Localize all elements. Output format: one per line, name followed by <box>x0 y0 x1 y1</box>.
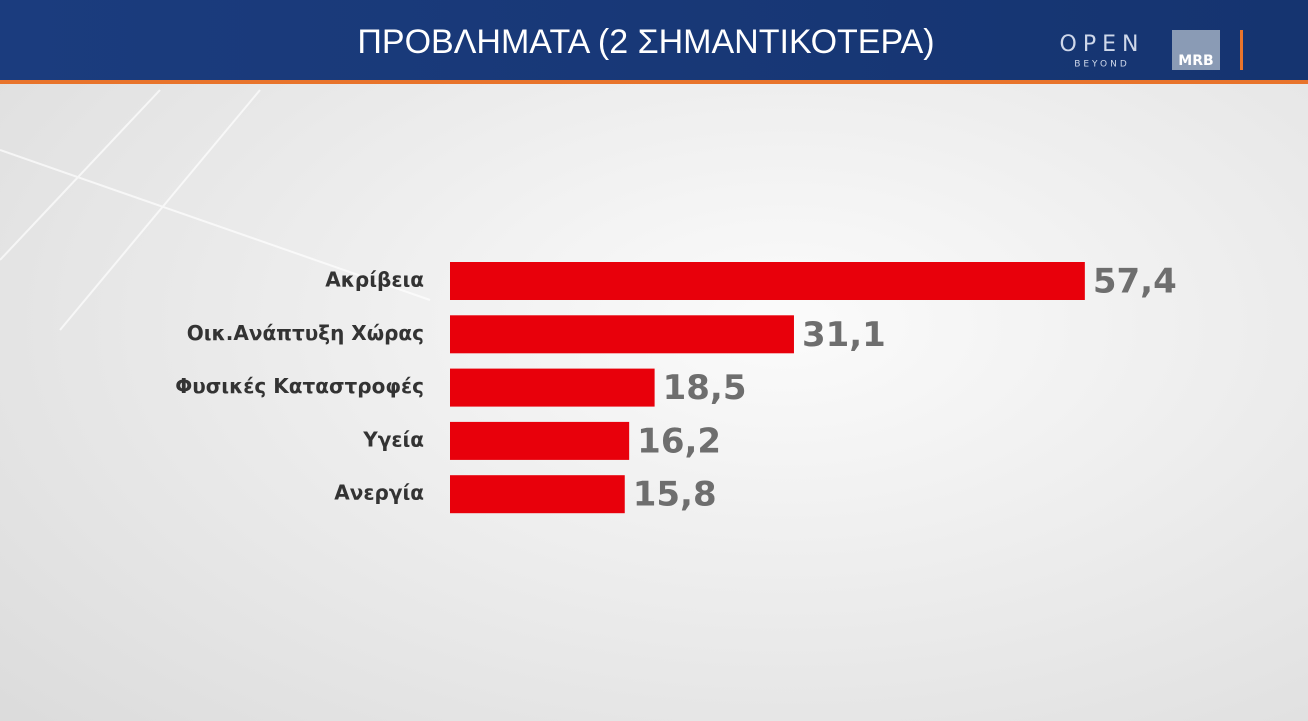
category-label: Οικ.Ανάπτυξη Χώρας <box>187 321 424 345</box>
value-label: 16,2 <box>637 421 721 461</box>
header-bar <box>0 0 1308 80</box>
decor-lines <box>0 89 431 331</box>
bar <box>450 421 630 460</box>
header-accent <box>0 80 1308 84</box>
category-label: Υγεία <box>362 427 424 451</box>
logo-separator <box>1240 30 1243 70</box>
bar <box>450 315 794 354</box>
bar <box>450 475 625 514</box>
pollster-logo-box <box>1172 30 1220 70</box>
bar <box>450 368 655 407</box>
value-label: 15,8 <box>633 475 717 515</box>
brand-tagline: BEYOND <box>1074 60 1130 70</box>
category-label: Φυσικές Καταστροφές <box>175 374 424 398</box>
category-label: Ανεργία <box>334 481 424 505</box>
category-label: Ακρίβεια <box>325 268 424 292</box>
pollster-logo: MRB <box>1178 53 1213 69</box>
chart-title: ΠΡΟΒΛΗΜΑΤΑ (2 ΣΗΜΑΝΤΙΚΟΤΕΡΑ) <box>357 23 934 61</box>
value-label: 18,5 <box>663 368 747 408</box>
value-label: 31,1 <box>802 315 886 355</box>
value-label: 57,4 <box>1093 262 1177 302</box>
bar <box>450 262 1085 300</box>
brand-logo: OPEN <box>1060 32 1145 57</box>
